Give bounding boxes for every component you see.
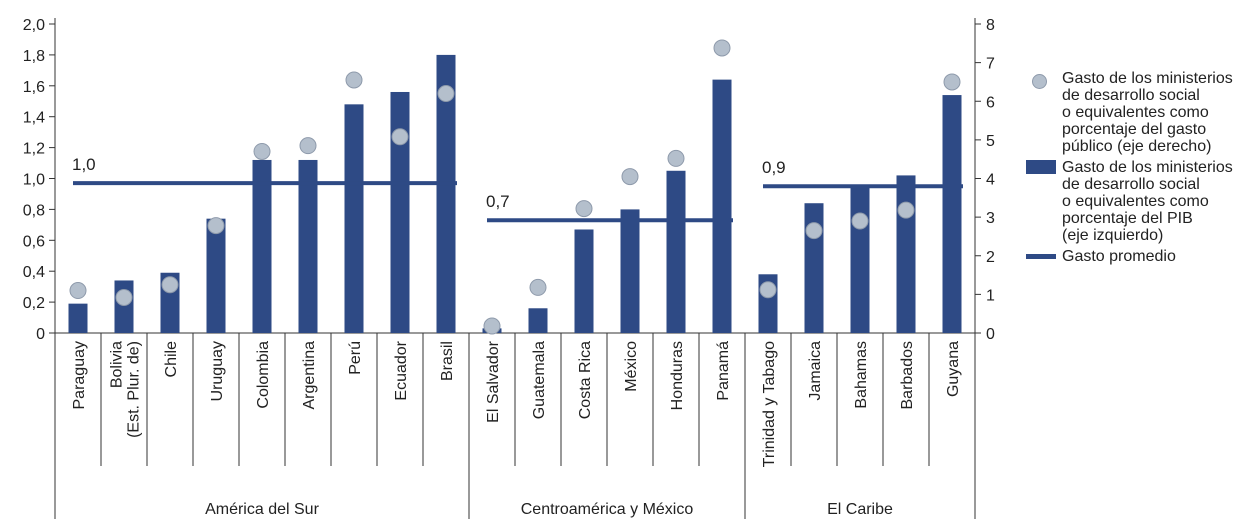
category-label: Honduras <box>669 341 686 410</box>
left-tick-label: 1,2 <box>23 141 45 158</box>
right-tick-label: 8 <box>986 17 995 34</box>
legend-bar-symbol <box>1026 160 1056 174</box>
bar <box>528 308 548 333</box>
left-tick-label: 0,6 <box>23 233 45 250</box>
data-point <box>897 201 915 219</box>
right-tick-label: 7 <box>986 56 995 73</box>
data-point <box>483 317 501 335</box>
bar <box>712 79 732 334</box>
average-label: 1,0 <box>72 155 96 174</box>
category-label: Costa Rica <box>577 341 594 419</box>
bar <box>344 104 364 333</box>
data-point <box>161 276 179 294</box>
left-tick-label: 1,4 <box>23 110 45 127</box>
bar <box>390 91 410 333</box>
right-tick-label: 0 <box>986 326 995 343</box>
left-tick-label: 0,4 <box>23 264 45 281</box>
data-point <box>115 288 133 306</box>
data-point <box>69 282 87 300</box>
data-point <box>253 142 271 160</box>
data-point <box>621 168 639 186</box>
category-label: Guyana <box>945 341 962 397</box>
data-point <box>943 73 961 91</box>
left-tick-label: 1,0 <box>23 172 45 189</box>
bar <box>114 280 134 333</box>
category-label: Bolivia(Est. Plur. de) <box>109 341 143 438</box>
left-tick-label: 0,2 <box>23 295 45 312</box>
data-point <box>575 200 593 218</box>
data-point <box>851 212 869 230</box>
data-point <box>345 71 363 89</box>
data-point <box>207 217 225 235</box>
category-label: Argentina <box>301 341 318 410</box>
group-label: El Caribe <box>827 501 893 518</box>
category-label: Guatemala <box>531 341 548 419</box>
category-label: Barbados <box>899 341 916 410</box>
group-label: América del Sur <box>205 501 319 518</box>
left-tick-label: 0 <box>36 326 45 343</box>
bar <box>436 54 456 334</box>
right-tick-label: 4 <box>986 172 995 189</box>
legend-dot-symbol <box>1032 74 1047 89</box>
category-label: Paraguay <box>71 341 88 410</box>
data-point <box>805 222 823 240</box>
right-tick-label: 3 <box>986 210 995 227</box>
category-label: Panamá <box>715 341 732 401</box>
average-lines <box>73 181 963 223</box>
bar <box>666 170 686 333</box>
category-label: Perú <box>347 341 364 375</box>
bar <box>574 229 594 333</box>
category-label: Ecuador <box>393 340 410 400</box>
legend-line-label: Gasto promedio <box>1062 248 1176 265</box>
average-label: 0,7 <box>486 192 510 211</box>
legend-dot-label: Gasto de los ministerios de desarrollo s… <box>1062 70 1233 155</box>
right-tick-label: 2 <box>986 249 995 266</box>
right-tick-label: 1 <box>986 287 995 304</box>
data-point <box>391 128 409 146</box>
legend-item-dot: Gasto de los ministerios de desarrollo s… <box>1022 70 1250 155</box>
category-label: Chile <box>163 341 180 378</box>
bar <box>896 175 916 333</box>
bar-series <box>68 54 962 334</box>
legend: Gasto de los ministerios de desarrollo s… <box>1022 70 1250 269</box>
data-point <box>529 278 547 296</box>
legend-item-line: Gasto promedio <box>1022 248 1250 265</box>
bar <box>942 95 962 333</box>
category-label: Brasil <box>439 341 456 381</box>
category-label: México <box>623 341 640 392</box>
category-label: Jamaica <box>807 341 824 401</box>
chart: 0 0,2 0,4 0,6 0,8 1,0 1,2 1,4 1,6 1,8 2,0 0 1 2 3 4 5 6 7 8… <box>23 17 995 519</box>
right-tick-label: 6 <box>986 94 995 111</box>
category-label: Bahamas <box>853 341 870 409</box>
category-label: Trinidad y Tabago <box>761 341 778 467</box>
legend-item-bar: Gasto de los ministerios de desarrollo s… <box>1022 159 1250 244</box>
left-tick-label: 2,0 <box>23 17 45 34</box>
right-tick-label: 5 <box>986 133 995 150</box>
axes <box>49 18 981 519</box>
category-label: Uruguay <box>209 341 226 401</box>
data-point <box>437 85 455 103</box>
dot-series <box>69 39 961 335</box>
bar <box>298 159 318 333</box>
data-point <box>759 281 777 299</box>
left-tick-label: 1,8 <box>23 48 45 65</box>
data-point <box>667 149 685 167</box>
legend-bar-label: Gasto de los ministerios de desarrollo s… <box>1062 159 1233 244</box>
bar <box>68 303 88 333</box>
data-point <box>713 39 731 57</box>
data-point <box>299 137 317 155</box>
bar <box>206 218 226 333</box>
bar <box>252 159 272 333</box>
group-label: Centroamérica y México <box>521 501 694 518</box>
legend-line-symbol <box>1026 254 1056 259</box>
category-label: Colombia <box>255 341 272 409</box>
axis-labels: 0 0,2 0,4 0,6 0,8 1,0 1,2 1,4 1,6 1,8 2,0 0 1 2 3 4 5 6 7 8… <box>23 17 995 518</box>
bar <box>850 184 870 333</box>
left-tick-label: 0,8 <box>23 202 45 219</box>
category-label: El Salvador <box>485 340 502 422</box>
bar <box>620 209 640 333</box>
average-label: 0,9 <box>762 158 786 177</box>
left-tick-label: 1,6 <box>23 79 45 96</box>
